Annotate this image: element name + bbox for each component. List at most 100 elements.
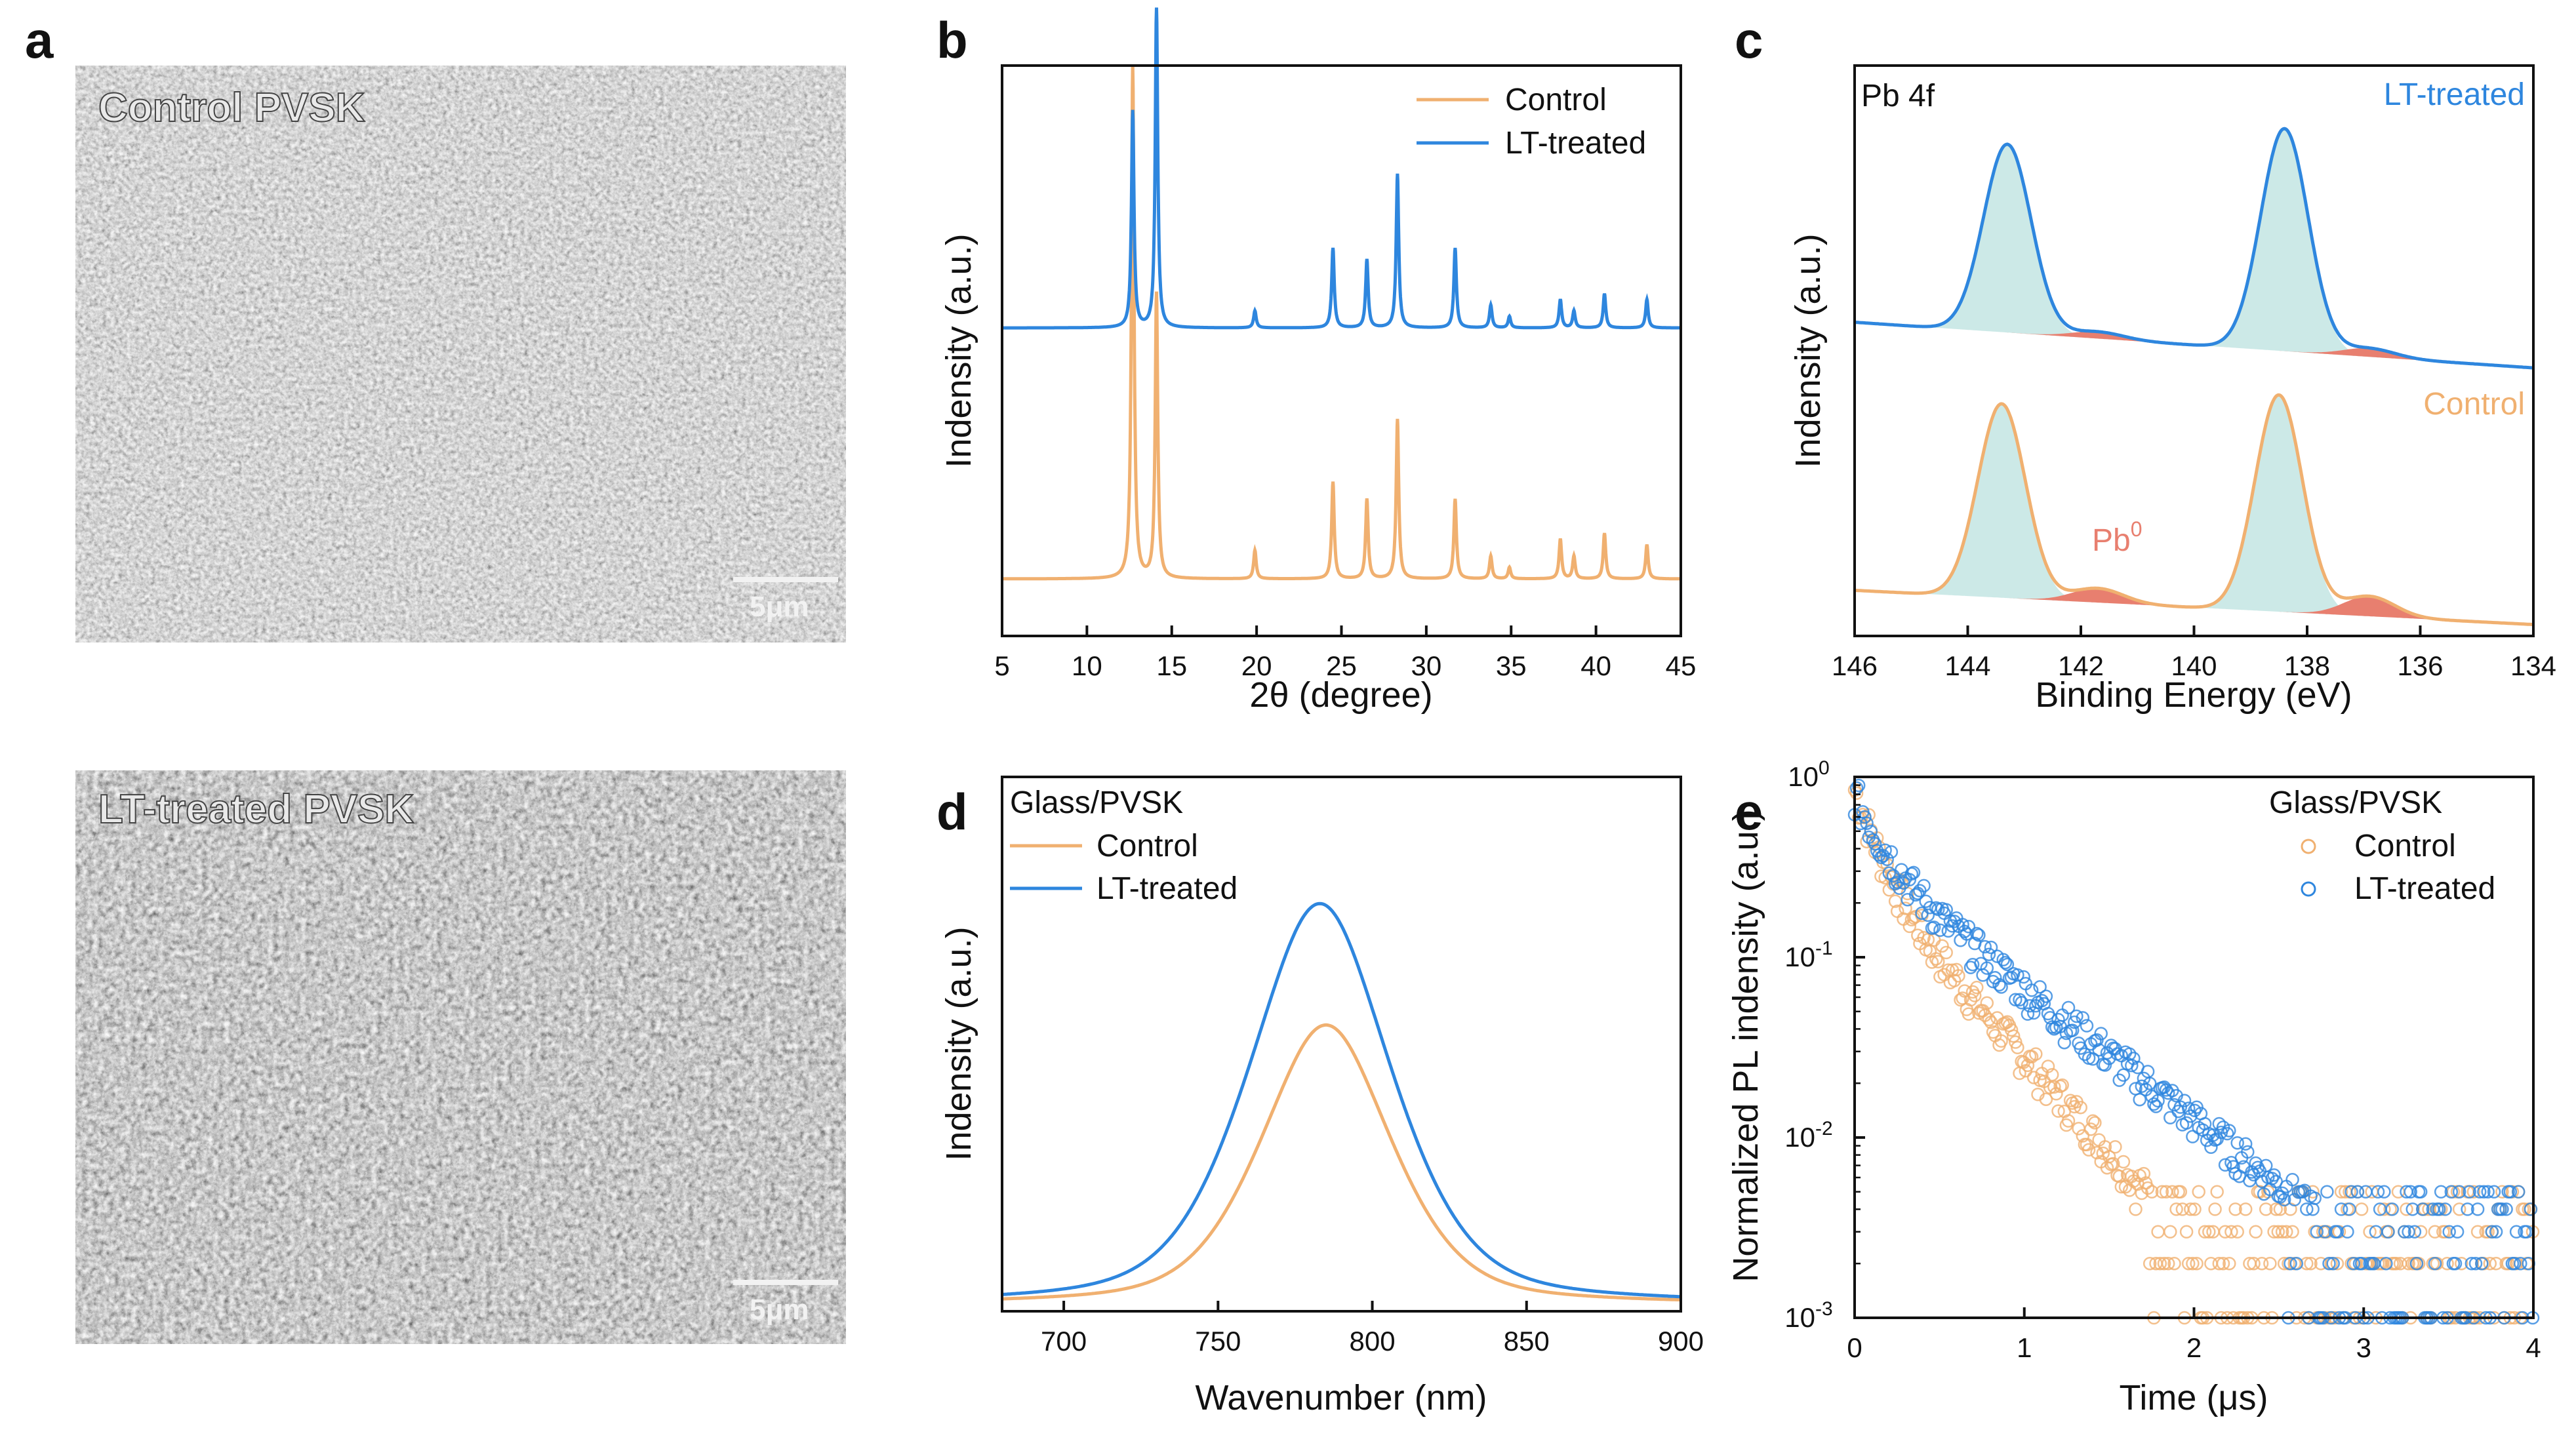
trpl-point-control-25 [1899,901,1912,915]
trpl-point-treated-36 [1921,908,1935,922]
trpl-point-treated-15 [1878,843,1892,857]
trpl-point-treated-179 [2212,1117,2226,1131]
trpl-point-treated-192 [2238,1137,2253,1151]
trpl-point-control-253 [2363,1225,2377,1239]
trpl-y-tick-base-1: 10 [1784,1122,1815,1153]
trpl-point-treated-85 [2021,1007,2035,1021]
trpl-point-control-212 [2280,1225,2293,1239]
trpl-point-treated-28 [1904,867,1919,881]
pl-plot [1001,901,1681,1302]
trpl-point-treated-167 [2188,1103,2202,1117]
panel-c: c 146 144 142 140 138 136 134 Binding Energy (… [1735,11,2556,715]
panel-b: b 5 10 15 20 25 30 35 40 45 2θ (degree) Indensit… [936,7,1696,715]
sem-title-treated: LT-treated PVSK [98,787,414,832]
trpl-point-control-132 [2116,1155,2131,1169]
panel-a: a Control PVSK 5μm LT-treated PVSK 5μm [25,11,846,1344]
trpl-point-treated-2 [1851,778,1866,793]
trpl-point-control-46 [1941,963,1956,977]
trpl-point-treated-188 [2230,1136,2244,1150]
trpl-point-control-178 [2210,1185,2224,1199]
xps-label-control: Control [2423,387,2525,422]
trpl-point-treated-117 [2086,1052,2100,1066]
trpl-y-tick-exp-0: -3 [1815,1298,1833,1320]
trpl-point-control-172 [2198,1225,2212,1239]
trpl-point-control-80 [2011,1040,2024,1055]
trpl-point-treated-301 [2461,1202,2474,1216]
trpl-point-treated-302 [2463,1185,2476,1199]
trpl-point-treated-58 [1965,957,1980,972]
trpl-point-control-60 [1970,980,1984,995]
xrd-legend-treated: LT-treated [1505,126,1646,161]
trpl-point-treated-247 [2350,1185,2365,1199]
xrd-series-control [1002,64,1681,581]
xrd-y-title: Indensity (a.u.) [939,233,978,467]
trpl-point-treated-39 [1927,920,1941,934]
trpl-point-treated-275 [2407,1225,2422,1239]
trpl-point-treated-166 [2186,1130,2200,1143]
trpl-point-control-50 [1950,962,1963,977]
trpl-point-treated-278 [2413,1185,2428,1199]
trpl-point-control-65 [1980,996,1994,1010]
trpl-point-control-72 [1994,1034,2008,1048]
xrd-x-tick-label-6: 35 [1496,650,1527,681]
trpl-point-treated-34 [1917,879,1931,893]
trpl-point-control-142 [2137,1166,2151,1181]
trpl-point-treated-87 [2024,983,2039,997]
trpl-point-control-105 [2061,1114,2076,1128]
trpl-x-tick-label-1: 1 [2017,1332,2032,1363]
trpl-point-control-98 [2047,1080,2061,1094]
trpl-point-treated-262 [2381,1225,2395,1239]
xrd-x-tick-label-5: 30 [1411,650,1442,681]
trpl-point-control-59 [1967,989,1982,1002]
xrd-x-tick-label-0: 5 [994,650,1009,681]
trpl-point-control-155 [2163,1225,2177,1239]
trpl-point-control-318 [2495,1185,2509,1199]
trpl-point-treated-61 [1972,928,1986,942]
trpl-point-control-154 [2161,1256,2175,1271]
trpl-point-treated-109 [2070,1009,2083,1023]
trpl-point-treated-27 [1902,873,1917,887]
xps-pb0-base: Pb [2092,523,2131,558]
trpl-x-tick-label-3: 3 [2356,1332,2371,1363]
trpl-point-treated-66 [1982,947,1996,961]
trpl-point-treated-309 [2477,1185,2491,1199]
trpl-point-treated-261 [2379,1256,2393,1271]
trpl-point-control-196 [2247,1256,2261,1271]
trpl-point-control-208 [2271,1225,2285,1239]
trpl-point-control-156 [2165,1185,2179,1199]
trpl-point-treated-65 [1980,961,1994,975]
trpl-point-treated-305 [2468,1256,2483,1271]
trpl-point-control-149 [2151,1225,2165,1239]
pl-x-title: Wavenumber (nm) [1195,1378,1487,1417]
trpl-point-control-125 [2102,1149,2116,1164]
trpl-x-tick-label-4: 4 [2526,1332,2541,1363]
trpl-point-treated-160 [2173,1100,2188,1114]
trpl-point-control-152 [2157,1256,2171,1271]
pl-x-tick-label-0: 700 [1041,1326,1087,1356]
trpl-point-treated-71 [1992,978,2006,992]
trpl-point-treated-82 [2015,996,2028,1010]
trpl-point-treated-16 [1880,852,1894,867]
pl-frame [1001,776,1682,1313]
trpl-point-control-157 [2167,1256,2181,1271]
trpl-point-control-150 [2153,1256,2167,1271]
xps-envelope-control [1854,393,2533,626]
xps-plot [1832,127,2533,626]
trpl-point-control-41 [1931,955,1945,969]
trpl-point-treated-92 [2035,994,2049,1008]
xps-x-tick-label-4: 138 [2284,650,2330,681]
trpl-point-control-40 [1929,952,1943,966]
trpl-point-control-95 [2041,1059,2055,1073]
trpl-point-control-116 [2083,1122,2098,1136]
trpl-point-treated-83 [2017,970,2030,984]
trpl-point-treated-232 [2320,1185,2334,1199]
trpl-point-treated-315 [2489,1225,2503,1239]
trpl-point-treated-164 [2181,1101,2196,1115]
trpl-point-treated-21 [1890,875,1904,889]
trpl-point-treated-114 [2080,1019,2094,1033]
trpl-point-treated-193 [2241,1145,2255,1159]
trpl-point-control-272 [2402,1256,2415,1271]
trpl-point-control-144 [2141,1181,2155,1195]
